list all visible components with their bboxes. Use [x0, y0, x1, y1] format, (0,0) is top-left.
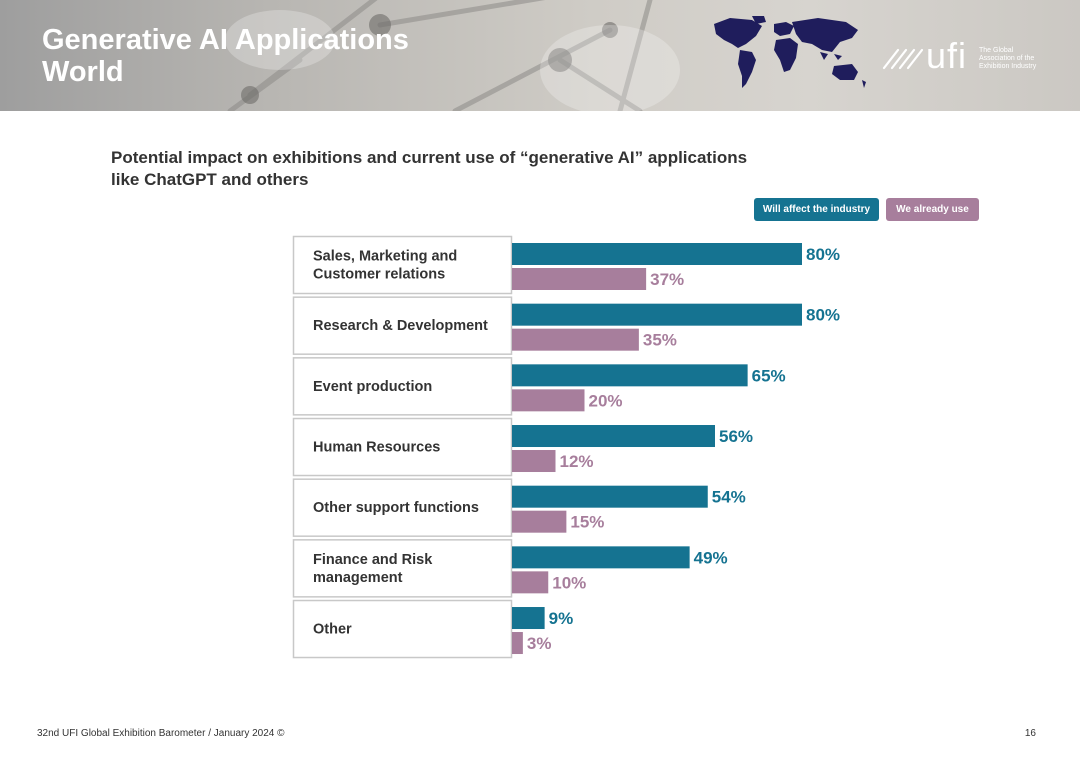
bar-will-affect	[512, 243, 802, 265]
network-decoration	[225, 0, 680, 111]
category-label: Finance and Risk	[313, 552, 433, 568]
data-label-already-use: 10%	[552, 573, 586, 592]
data-label-already-use: 12%	[560, 452, 594, 471]
bar-already-use	[512, 450, 556, 473]
data-label-already-use: 15%	[570, 513, 604, 532]
data-label-will-affect: 54%	[712, 488, 746, 507]
category-box	[292, 417, 513, 477]
legend-item-will-affect: Will affect the industry	[754, 198, 879, 221]
category-label: management	[313, 570, 403, 586]
footer-note: 32nd UFI Global Exhibition Barometer / J…	[37, 728, 285, 739]
slide-title-line2: World	[42, 56, 124, 88]
chart-subtitle: Potential impact on exhibitions and curr…	[111, 147, 747, 191]
bar-will-affect	[512, 546, 690, 569]
data-label-already-use: 3%	[527, 634, 552, 653]
data-label-will-affect: 56%	[719, 427, 753, 446]
data-label-already-use: 37%	[650, 270, 684, 289]
ufi-tagline-line1: The Global	[979, 47, 1014, 54]
ufi-logo: ufi The Global Association of the Exhibi…	[882, 36, 1052, 80]
category-label: Sales, Marketing and	[313, 249, 457, 265]
category-label: Event production	[313, 379, 432, 395]
bar-will-affect	[512, 425, 715, 448]
bar-will-affect	[512, 303, 802, 326]
category-box	[292, 478, 513, 537]
chart-subtitle-line2: like ChatGPT and others	[111, 170, 309, 189]
category-label: Other	[313, 622, 352, 638]
category-label: Other support functions	[313, 500, 479, 516]
ufi-logo-mark-icon	[882, 48, 924, 70]
category-box	[292, 539, 513, 598]
page-number: 16	[1024, 728, 1036, 739]
slide-title: Generative AI Applications World	[42, 24, 409, 88]
category-box	[292, 357, 513, 416]
category-label: Human Resources	[313, 440, 440, 456]
slide-title-line1: Generative AI Applications	[42, 24, 409, 56]
data-label-already-use: 35%	[643, 331, 677, 350]
data-label-will-affect: 9%	[549, 609, 574, 628]
bar-already-use	[512, 328, 639, 351]
category-box	[292, 235, 513, 295]
bar-already-use	[512, 571, 549, 594]
ufi-tagline-line2: Association of the	[979, 55, 1035, 62]
category-label: Customer relations	[313, 267, 445, 283]
world-map-icon	[714, 16, 866, 88]
bar-already-use	[512, 268, 647, 290]
bar-will-affect	[512, 364, 748, 387]
data-label-already-use: 20%	[589, 391, 623, 410]
ufi-tagline: The Global Association of the Exhibition…	[979, 47, 1036, 71]
data-label-will-affect: 80%	[806, 245, 840, 264]
slide-header: Generative AI Applications World ufi	[0, 0, 1080, 111]
legend-item-already-use: We already use	[886, 198, 979, 221]
bar-will-affect	[512, 607, 545, 630]
category-label: Research & Development	[313, 318, 488, 334]
ufi-wordmark: ufi	[926, 35, 968, 76]
category-box	[292, 296, 513, 355]
bar-already-use	[512, 632, 523, 655]
bar-already-use	[512, 510, 567, 533]
data-label-will-affect: 49%	[694, 548, 728, 567]
bar-will-affect	[512, 485, 708, 508]
chart-subtitle-line1: Potential impact on exhibitions and curr…	[111, 148, 748, 167]
data-label-will-affect: 80%	[806, 306, 840, 325]
category-box	[292, 599, 513, 659]
data-label-will-affect: 65%	[752, 366, 786, 385]
ufi-tagline-line3: Exhibition Industry	[979, 63, 1037, 70]
bar-already-use	[512, 389, 585, 412]
